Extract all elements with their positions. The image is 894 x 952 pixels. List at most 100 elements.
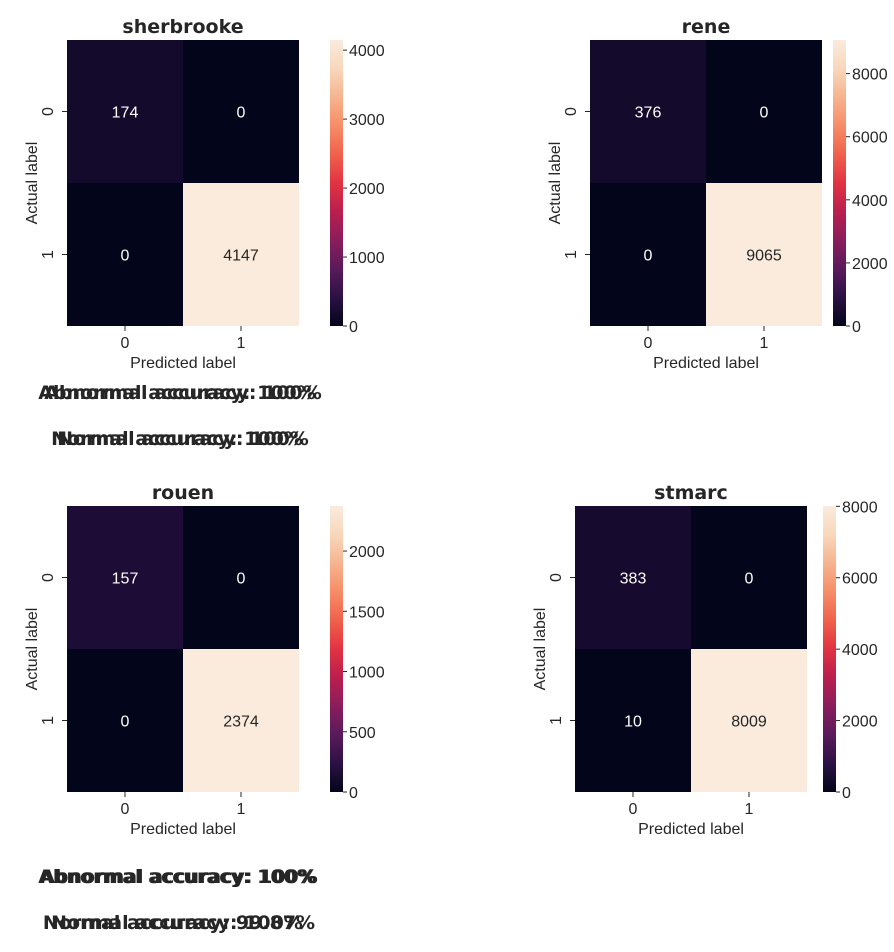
x-tick-label: 1: [237, 335, 246, 352]
x-axis-label: Predicted label: [130, 355, 236, 372]
colorbar-tick-label: 500: [349, 725, 376, 742]
x-tick-label: 1: [237, 801, 246, 818]
normal-accuracy-text: Normal accuracy: 100%: [51, 912, 303, 934]
cell-value-label: 383: [620, 571, 647, 588]
x-axis-label: Predicted label: [638, 821, 744, 838]
colorbar: [833, 40, 846, 326]
colorbar-tick-label: 8000: [852, 67, 888, 84]
colorbar: [330, 40, 343, 326]
colorbar-tick-label: 2000: [852, 256, 888, 273]
colorbar: [823, 506, 836, 792]
colorbar-tick-label: 4000: [852, 193, 888, 210]
y-tick-label: 1: [40, 250, 57, 259]
cell-value-label: 157: [112, 571, 139, 588]
x-tick-label: 1: [745, 801, 754, 818]
heatmap-cell: [691, 506, 807, 649]
panel-stmarc: stmarc 383 0 10 8009 0 1 Predicted label 0 1 Actua…: [508, 466, 894, 942]
heatmap-cell: [575, 506, 691, 649]
colorbar-tick-label: 6000: [842, 571, 878, 588]
cell-value-label: 376: [635, 105, 662, 122]
colorbar-tick-label: 4000: [349, 43, 385, 60]
cell-value-label: 0: [121, 248, 130, 265]
y-tick-label: 1: [40, 716, 57, 725]
chart-title: stmarc: [654, 482, 728, 504]
y-tick-label: 1: [548, 716, 565, 725]
colorbar-tick-label: 2000: [842, 714, 878, 731]
y-tick-label: 1: [563, 250, 580, 259]
cell-value-label: 2374: [223, 714, 259, 731]
abnormal-accuracy-text: Abnormal accuracy: 100%: [40, 866, 318, 888]
cell-value-label: 174: [112, 105, 139, 122]
x-tick-label: 0: [121, 801, 130, 818]
heatmap-cell: [67, 506, 183, 649]
y-tick-label: 0: [563, 107, 580, 116]
panel-rouen: rouen 157 0 0 2374 0 1 Predicted label 0 1 Actual …: [0, 466, 447, 942]
x-tick-label: 1: [760, 335, 769, 352]
heatmap-cell: [183, 506, 299, 649]
normal-accuracy-text: Normal accuracy: 100%: [57, 428, 309, 450]
y-tick-label: 0: [40, 107, 57, 116]
colorbar-tick-label: 3000: [349, 112, 385, 129]
cell-value-label: 0: [237, 105, 246, 122]
colorbar-tick-label: 0: [842, 785, 851, 802]
colorbar-tick-label: 1000: [349, 665, 385, 682]
cell-value-label: 0: [760, 105, 769, 122]
abnormal-accuracy-text: Abnormal accuracy: 100%: [38, 382, 316, 404]
heatmap-cell: [590, 40, 706, 183]
heatmap-cell: [706, 183, 822, 326]
abnormal-accuracy-text: Abnormal accuracy: 100%: [38, 866, 316, 888]
colorbar-tick-label: 0: [852, 319, 861, 336]
heatmap-cell: [67, 183, 183, 326]
normal-accuracy-text: Normal accuracy: 100%: [51, 428, 303, 450]
x-tick-label: 0: [629, 801, 638, 818]
colorbar-tick-label: 2000: [349, 544, 385, 561]
colorbar-tick-label: 0: [349, 785, 358, 802]
x-axis-label: Predicted label: [130, 821, 236, 838]
cell-value-label: 0: [121, 714, 130, 731]
cell-value-label: 8009: [731, 714, 767, 731]
cell-value-label: 0: [237, 571, 246, 588]
colorbar-tick-label: 8000: [842, 499, 878, 516]
colorbar-tick-label: 6000: [852, 130, 888, 147]
x-tick-label: 0: [644, 335, 653, 352]
colorbar: [330, 506, 343, 792]
colorbar-tick-label: 1500: [349, 604, 385, 621]
x-tick-label: 0: [121, 335, 130, 352]
heatmap-cell: [183, 183, 299, 326]
y-axis-label: Actual label: [24, 142, 41, 225]
cell-value-label: 0: [644, 248, 653, 265]
heatmap-cell: [706, 40, 822, 183]
colorbar-tick-label: 2000: [349, 181, 385, 198]
heatmap-cell: [590, 183, 706, 326]
heatmap-cell: [575, 649, 691, 792]
chart-title: rouen: [152, 482, 214, 504]
cell-value-label: 9065: [746, 248, 782, 265]
y-tick-label: 0: [548, 573, 565, 582]
cell-value-label: 10: [624, 714, 642, 731]
y-tick-label: 0: [40, 573, 57, 582]
colorbar-tick-label: 0: [349, 319, 358, 336]
heatmap-cell: [183, 649, 299, 792]
abnormal-accuracy-text: Abnormal accuracy: 100%: [44, 382, 322, 404]
y-axis-label: Actual label: [547, 142, 564, 225]
heatmap-cell: [691, 649, 807, 792]
panel-rene: rene 376 0 0 9065 0 1 Predicted label 0 1 Actual l…: [520, 0, 894, 476]
y-axis-label: Actual label: [24, 608, 41, 691]
normal-accuracy-text: Normal accuracy: 99.87%: [42, 912, 316, 934]
colorbar-tick-label: 4000: [842, 642, 878, 659]
panel-sherbrooke: sherbrooke 174 0 0 4147 0 1 Predicted label 0 1 Ac…: [0, 0, 447, 476]
y-axis-label: Actual label: [532, 608, 549, 691]
cell-value-label: 4147: [223, 248, 259, 265]
heatmap-cell: [183, 40, 299, 183]
colorbar-tick-label: 1000: [349, 250, 385, 267]
cell-value-label: 0: [745, 571, 754, 588]
chart-title: rene: [682, 16, 731, 38]
heatmap-cell: [67, 40, 183, 183]
x-axis-label: Predicted label: [653, 355, 759, 372]
heatmap-cell: [67, 649, 183, 792]
